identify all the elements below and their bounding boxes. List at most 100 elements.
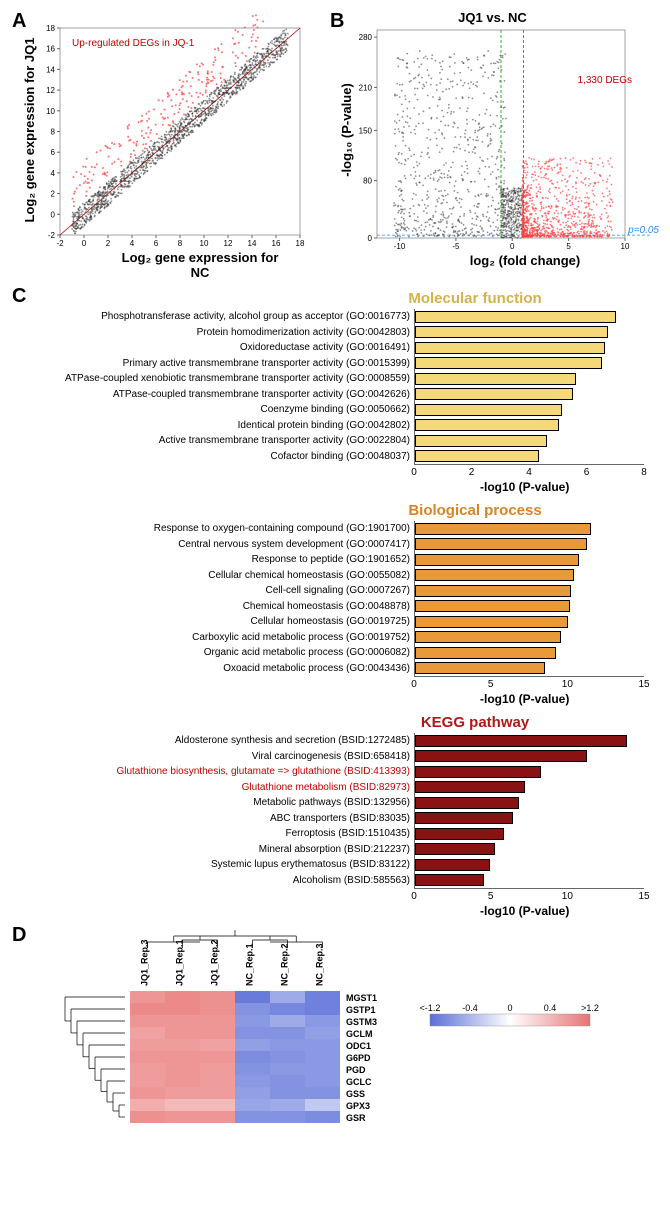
- bar-row: Glutathione metabolism (BSID:82973): [10, 780, 660, 796]
- svg-text:NC_Rep.3: NC_Rep.3: [315, 943, 325, 986]
- svg-text:GSTM3: GSTM3: [346, 1017, 377, 1027]
- panel-c-bars: Molecular functionPhosphotransferase act…: [10, 290, 660, 918]
- bar-plot-cell: [414, 599, 645, 615]
- bar: [415, 357, 602, 369]
- bar-label: Viral carcinogenesis (BSID:658418): [10, 751, 414, 762]
- svg-text:JQ1_Rep.2: JQ1_Rep.2: [210, 939, 220, 986]
- bar-axis: 051015: [414, 888, 644, 907]
- bar-label: Protein homodimerization activity (GO:00…: [10, 327, 414, 338]
- bar: [415, 326, 608, 338]
- bar-tick: 4: [526, 467, 532, 478]
- svg-text:-2: -2: [56, 239, 64, 248]
- bar: [415, 750, 587, 762]
- svg-text:GCLM: GCLM: [346, 1029, 373, 1039]
- svg-text:210: 210: [359, 83, 373, 92]
- bar-plot-cell: [414, 325, 645, 341]
- section-title: KEGG pathway: [290, 714, 660, 731]
- bar-chart: Response to oxygen-containing compound (…: [10, 521, 660, 706]
- bar-label: Cellular chemical homeostasis (GO:005508…: [10, 570, 414, 581]
- svg-text:14: 14: [46, 65, 55, 74]
- bar-label: Coenzyme binding (GO:0050662): [10, 404, 414, 415]
- bar-label: Cellular homeostasis (GO:0019725): [10, 616, 414, 627]
- bar-label: Identical protein binding (GO:0042802): [10, 420, 414, 431]
- bar-plot-cell: [414, 873, 645, 889]
- bar-row: Protein homodimerization activity (GO:00…: [10, 325, 660, 341]
- panel-b-title: JQ1 vs. NC: [325, 10, 660, 25]
- bar-row: ATPase-coupled xenobiotic transmembrane …: [10, 371, 660, 387]
- bar-label: Cell-cell signaling (GO:0007267): [10, 585, 414, 596]
- bar-label: Active transmembrane transporter activit…: [10, 435, 414, 446]
- bar-label: Oxidoreductase activity (GO:0016491): [10, 342, 414, 353]
- bar: [415, 647, 556, 659]
- row-scatter-volcano: A -2024681012141618-2024681012141618 Log…: [10, 10, 660, 280]
- bar-label: Systemic lupus erythematosus (BSID:83122…: [10, 859, 414, 870]
- bar-plot-cell: [414, 842, 645, 858]
- bar-label: Primary active transmembrane transporter…: [10, 358, 414, 369]
- panel-b-pcut: p=0.05: [628, 225, 659, 236]
- bar-row: Oxidoreductase activity (GO:0016491): [10, 340, 660, 356]
- bar-plot-cell: [414, 733, 645, 749]
- bar-plot-cell: [414, 645, 645, 661]
- section-title: Biological process: [290, 502, 660, 519]
- bar-plot-cell: [414, 521, 645, 537]
- bar-plot-cell: [414, 387, 645, 403]
- bar: [415, 523, 591, 535]
- panel-b-xlabel: log₂ (fold change): [455, 253, 595, 268]
- bar-tick: 6: [584, 467, 590, 478]
- bar: [415, 631, 561, 643]
- bar-label: ATPase-coupled transmembrane transporter…: [10, 389, 414, 400]
- bar-row: Cell-cell signaling (GO:0007267): [10, 583, 660, 599]
- bar-axis-row: 051015: [10, 888, 660, 906]
- bar-row: Ferroptosis (BSID:1510435): [10, 826, 660, 842]
- bar-row: Response to oxygen-containing compound (…: [10, 521, 660, 537]
- svg-text:280: 280: [359, 33, 373, 42]
- bar: [415, 538, 587, 550]
- bar-label: Aldosterone synthesis and secretion (BSI…: [10, 735, 414, 746]
- bar-label: ABC transporters (BSID:83035): [10, 813, 414, 824]
- bar-row: Alcoholism (BSID:585563): [10, 873, 660, 889]
- bar: [415, 569, 574, 581]
- bar-axis: 051015: [414, 676, 644, 695]
- svg-text:16: 16: [272, 239, 281, 248]
- svg-text:10: 10: [46, 107, 55, 116]
- bar-label: Glutathione metabolism (BSID:82973): [10, 782, 414, 793]
- svg-text:>1.2: >1.2: [581, 1003, 599, 1013]
- bar: [415, 600, 570, 612]
- bar-row: Response to peptide (GO:1901652): [10, 552, 660, 568]
- bar-tick: 10: [562, 679, 573, 690]
- bar-plot-cell: [414, 583, 645, 599]
- bar-row: Organic acid metabolic process (GO:00060…: [10, 645, 660, 661]
- bar-tick: 15: [638, 891, 649, 902]
- svg-text:6: 6: [154, 239, 159, 248]
- svg-text:80: 80: [363, 177, 372, 186]
- svg-text:0: 0: [510, 242, 515, 251]
- svg-text:10: 10: [200, 239, 209, 248]
- bar: [415, 874, 484, 886]
- svg-text:NC_Rep.1: NC_Rep.1: [245, 943, 255, 986]
- svg-text:10: 10: [621, 242, 630, 251]
- svg-text:18: 18: [296, 239, 305, 248]
- bar: [415, 735, 627, 747]
- bar-tick: 5: [488, 891, 494, 902]
- svg-text:14: 14: [248, 239, 257, 248]
- bar-plot-cell: [414, 449, 645, 465]
- svg-text:0: 0: [368, 234, 373, 243]
- bar-tick: 2: [469, 467, 475, 478]
- bar: [415, 554, 579, 566]
- bar-label: Alcoholism (BSID:585563): [10, 875, 414, 886]
- bar-plot-cell: [414, 857, 645, 873]
- svg-text:8: 8: [51, 128, 56, 137]
- bar-plot-cell: [414, 552, 645, 568]
- svg-text:16: 16: [46, 45, 55, 54]
- bar-plot-cell: [414, 418, 645, 434]
- figure: A -2024681012141618-2024681012141618 Log…: [10, 10, 660, 1126]
- bar-tick: 0: [411, 679, 417, 690]
- bar-chart: Aldosterone synthesis and secretion (BSI…: [10, 733, 660, 918]
- bar-plot-cell: [414, 780, 645, 796]
- bar-tick: 15: [638, 679, 649, 690]
- svg-text:12: 12: [224, 239, 233, 248]
- bar: [415, 616, 568, 628]
- bar-row: Cellular chemical homeostasis (GO:005508…: [10, 568, 660, 584]
- svg-text:JQ1_Rep.3: JQ1_Rep.3: [140, 939, 150, 986]
- bar-row: Active transmembrane transporter activit…: [10, 433, 660, 449]
